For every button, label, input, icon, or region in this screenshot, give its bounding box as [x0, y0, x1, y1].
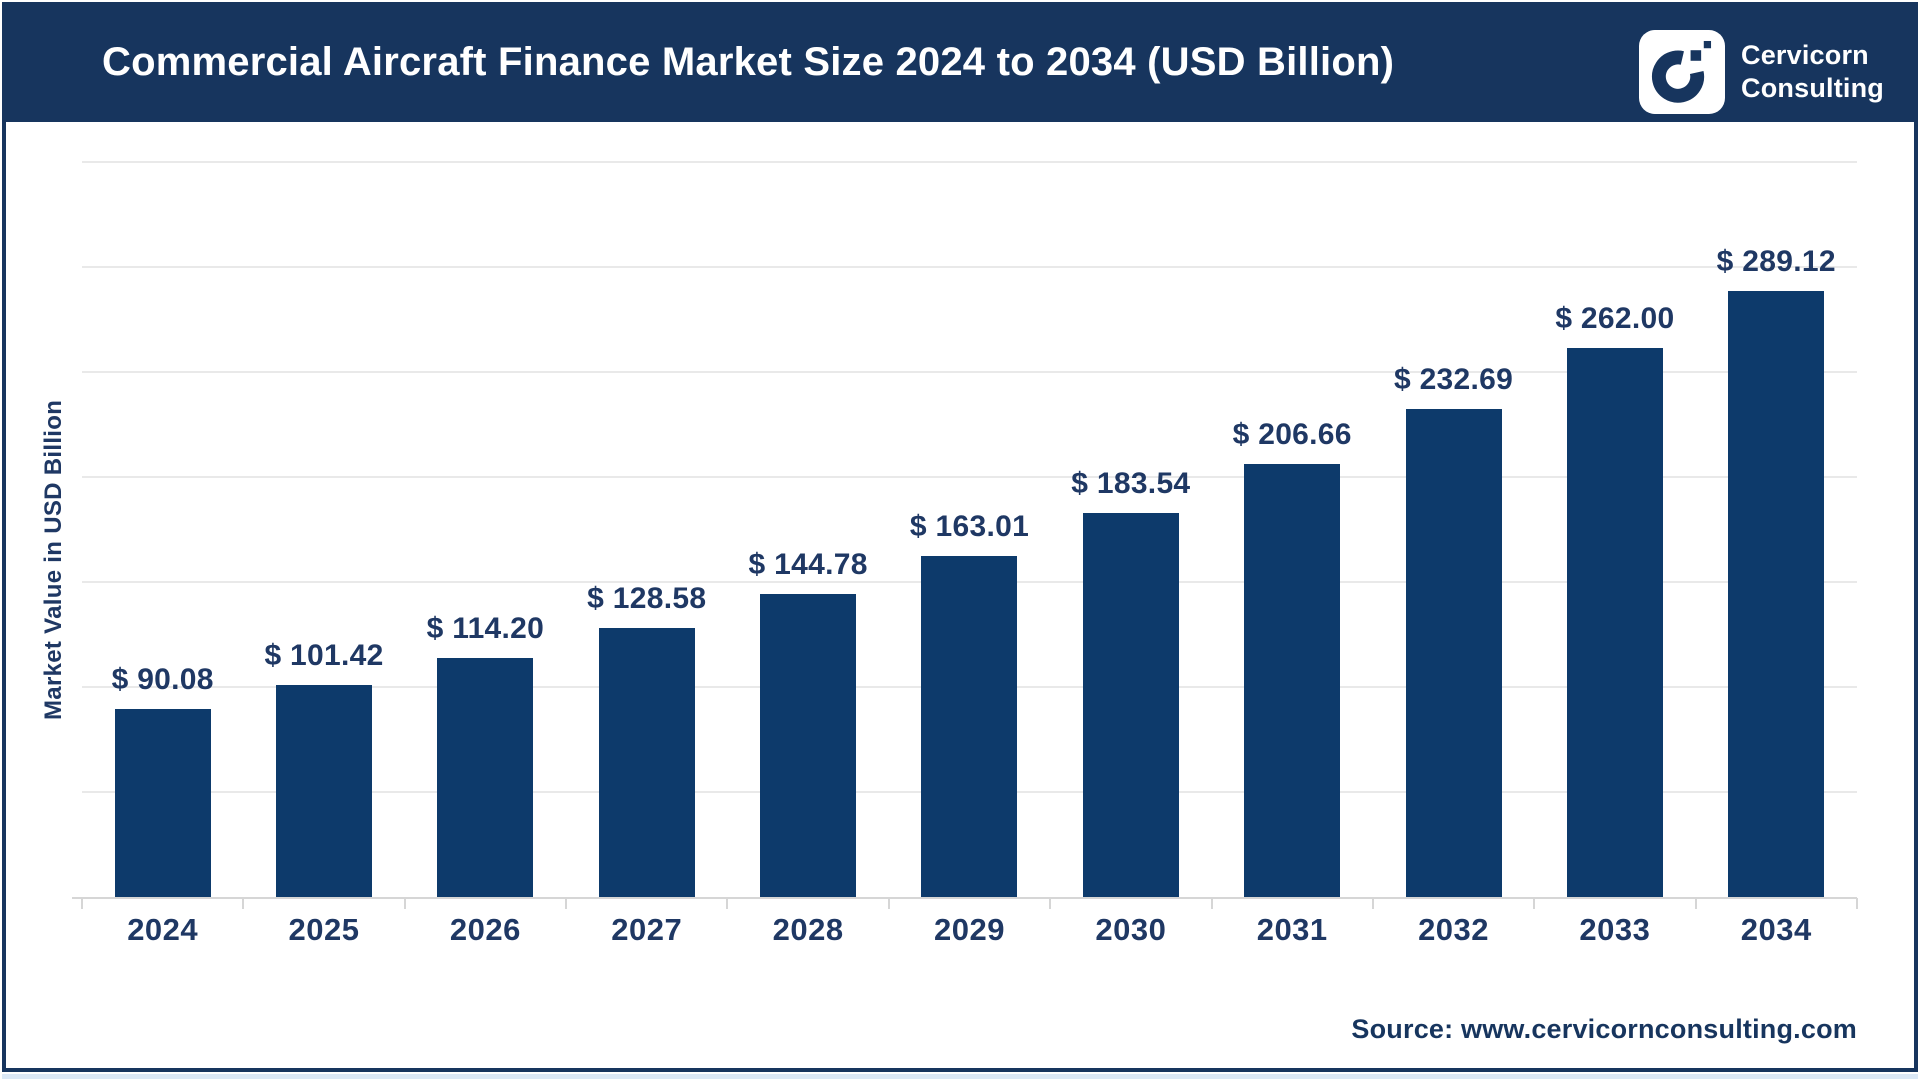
- x-axis-label-2034: 2034: [1740, 912, 1812, 947]
- x-axis-line: [72, 897, 1857, 899]
- bar-chart-plot-area: $ 90.08 $ 101.42 $ 114.20 $ 128.58 $ 144.78 $…: [72, 140, 1858, 909]
- y-axis-title: Market Value in USD Billion: [40, 399, 67, 721]
- gridline-300: [82, 266, 1857, 268]
- bar-value-label: $ 114.20: [426, 612, 545, 645]
- axis-tick: [1533, 898, 1536, 909]
- bar-2029: [921, 556, 1018, 898]
- bar-2024: [114, 709, 211, 898]
- bar-value-label: $ 232.69: [1393, 363, 1514, 396]
- bar-value-label: $ 101.42: [264, 639, 384, 672]
- x-axis-label-2032: 2032: [1418, 912, 1490, 947]
- page-title: Commercial Aircraft Finance Market Size …: [102, 39, 1395, 84]
- gridline-200: [82, 476, 1857, 478]
- brand-name: Cervicorn Consulting: [1741, 39, 1884, 105]
- x-axis-label-2033: 2033: [1579, 912, 1651, 947]
- x-axis-label-2031: 2031: [1256, 912, 1328, 947]
- bar-slot-2024: $ 90.08: [82, 140, 243, 898]
- bar-slot-2032: $ 232.69: [1373, 140, 1534, 898]
- bar-slot-2027: $ 128.58: [566, 140, 727, 898]
- bar-slot-2025: $ 101.42: [243, 140, 404, 898]
- axis-tick: [403, 898, 406, 909]
- axis-tick: [565, 898, 568, 909]
- axis-tick: [242, 898, 245, 909]
- x-axis-label-2030: 2030: [1095, 912, 1167, 947]
- gridline-350: [82, 161, 1857, 163]
- axis-tick: [726, 898, 729, 909]
- bar-2034: [1728, 291, 1825, 898]
- cervicorn-logo-icon: [1639, 30, 1726, 114]
- bar-value-label: $ 128.58: [587, 582, 707, 615]
- bar-2030: [1082, 513, 1179, 898]
- x-axis-label-2025: 2025: [288, 912, 360, 947]
- bar-value-label: $ 144.78: [748, 548, 868, 581]
- x-axis-label-2029: 2029: [933, 912, 1005, 947]
- header-band: Commercial Aircraft Finance Market Size …: [2, 2, 1918, 122]
- bar-slot-2028: $ 144.78: [727, 140, 888, 898]
- axis-tick: [1856, 898, 1858, 909]
- x-axis-label-2026: 2026: [449, 912, 521, 947]
- axis-tick: [1694, 898, 1697, 909]
- bar-slot-2030: $ 183.54: [1050, 140, 1211, 898]
- x-axis-label-2027: 2027: [611, 912, 683, 947]
- bar-2033: [1566, 348, 1663, 898]
- axis-tick: [1371, 898, 1374, 909]
- bar-value-label: $ 163.01: [909, 510, 1030, 543]
- axis-tick: [887, 898, 890, 909]
- gridline-250: [82, 371, 1857, 373]
- bar-series: $ 90.08 $ 101.42 $ 114.20 $ 128.58 $ 144.78 $…: [82, 140, 1857, 898]
- bar-2028: [760, 594, 857, 898]
- bottom-accent-line: [2, 1074, 1918, 1079]
- axis-tick: [1210, 898, 1213, 909]
- axis-tick: [81, 898, 83, 909]
- x-axis-label-2028: 2028: [772, 912, 844, 947]
- bar-2025: [276, 685, 373, 898]
- bar-2027: [598, 628, 695, 898]
- brand-name-line2: Consulting: [1741, 73, 1884, 103]
- bar-slot-2029: $ 163.01: [889, 140, 1050, 898]
- x-axis-labels: 2024 2025 2026 2027 2028 2029 2030 2031 2032 2033…: [82, 912, 1857, 948]
- brand-name-line1: Cervicorn: [1741, 40, 1869, 71]
- bar-slot-2026: $ 114.20: [405, 140, 566, 898]
- bar-value-label: $ 206.66: [1232, 418, 1352, 451]
- x-axis-label-2024: 2024: [127, 912, 199, 947]
- bar-value-label: $ 262.00: [1555, 302, 1675, 335]
- bar-2031: [1244, 464, 1341, 898]
- bar-slot-2031: $ 206.66: [1212, 140, 1373, 898]
- bar-value-label: $ 183.54: [1071, 467, 1191, 500]
- brand-logo: Cervicorn Consulting: [1639, 30, 1884, 114]
- axis-tick: [1049, 898, 1052, 909]
- bar-slot-2034: $ 289.12: [1696, 140, 1857, 898]
- bar-2026: [437, 658, 534, 898]
- source-note: Source: www.cervicornconsulting.com: [1351, 1014, 1857, 1044]
- bar-slot-2033: $ 262.00: [1534, 140, 1695, 898]
- bar-value-label: $ 90.08: [111, 663, 214, 696]
- bar-2032: [1405, 409, 1502, 898]
- bar-value-label: $ 289.12: [1716, 245, 1836, 278]
